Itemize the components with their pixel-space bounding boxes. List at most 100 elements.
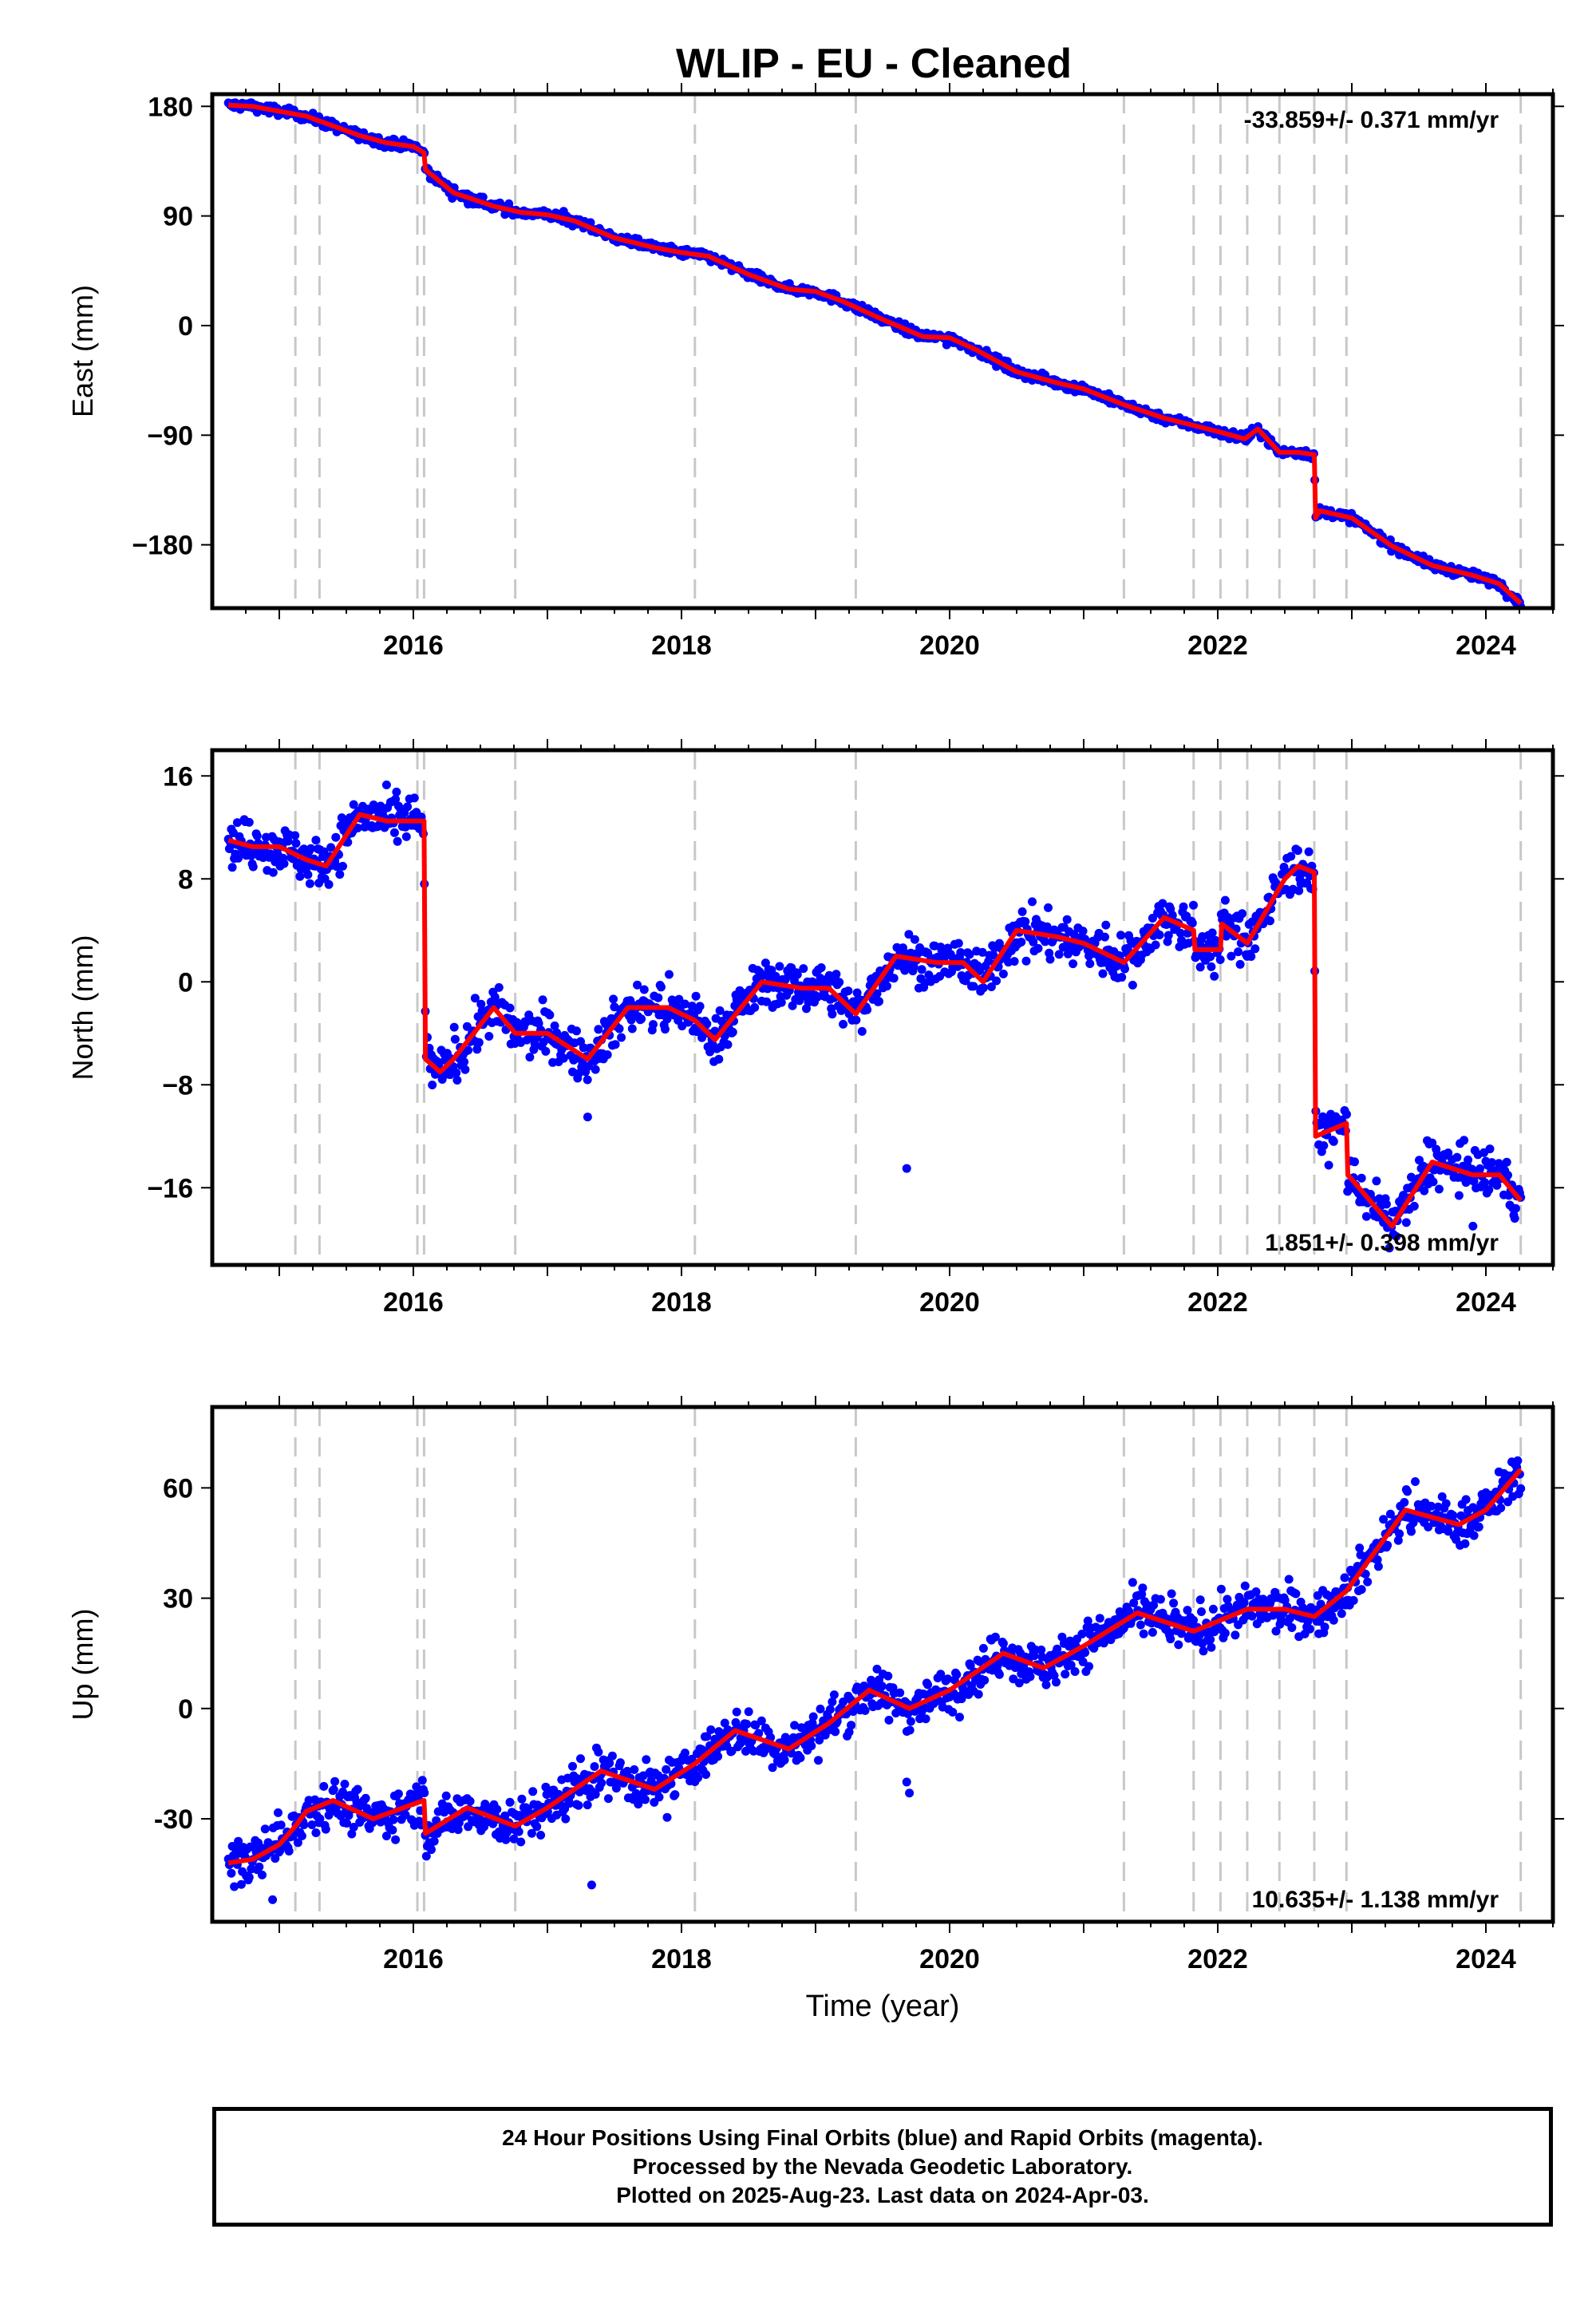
data-point <box>1167 911 1177 920</box>
data-point <box>839 1019 848 1029</box>
footer-line-3: Plotted on 2025-Aug-23. Last data on 202… <box>616 2183 1149 2207</box>
data-point <box>271 1854 280 1863</box>
y-tick-label-up: 0 <box>178 1694 193 1725</box>
data-point <box>1169 1599 1179 1608</box>
data-point <box>1511 1203 1520 1213</box>
data-point <box>936 1670 946 1679</box>
data-point <box>591 1789 600 1799</box>
data-point <box>966 1661 975 1670</box>
data-point <box>1427 1501 1436 1511</box>
data-point <box>875 997 883 1006</box>
x-tick-label-north: 2018 <box>651 1287 712 1318</box>
data-point <box>1017 907 1027 916</box>
data-point <box>568 1761 577 1771</box>
data-point <box>863 1005 872 1014</box>
data-point <box>965 950 974 959</box>
data-point <box>559 1053 568 1063</box>
data-point <box>654 1792 664 1802</box>
data-point <box>728 1027 737 1037</box>
data-point <box>453 1825 463 1835</box>
data-point <box>452 1076 462 1085</box>
data-point <box>347 1829 357 1839</box>
data-point <box>1271 1626 1281 1636</box>
data-point <box>742 1719 752 1729</box>
data-point <box>349 1823 358 1832</box>
model-line-east <box>228 102 1523 606</box>
data-point <box>1337 1609 1346 1618</box>
data-point <box>307 1820 317 1829</box>
panel-east: 2016 2018 2020 2022 2024 180 90 0 −90 −180 East (m… <box>66 83 1564 661</box>
data-point <box>525 1053 535 1062</box>
data-point <box>1329 1615 1338 1625</box>
data-point <box>1021 917 1030 927</box>
data-point <box>353 1784 362 1794</box>
data-point <box>611 1784 621 1793</box>
data-point <box>860 1705 870 1715</box>
data-point <box>1033 943 1043 953</box>
data-point <box>1080 1648 1090 1658</box>
data-point <box>295 871 305 881</box>
data-point <box>790 976 800 986</box>
data-point <box>1393 1535 1403 1545</box>
data-point <box>1372 1176 1381 1186</box>
x-tick-label-north: 2022 <box>1187 1287 1248 1318</box>
data-point <box>230 1882 239 1891</box>
data-point <box>1357 1585 1366 1595</box>
data-point <box>1227 951 1236 961</box>
data-point <box>311 836 321 845</box>
data-point <box>1052 1678 1061 1687</box>
data-point <box>538 995 547 1005</box>
data-point <box>872 1664 882 1674</box>
data-point <box>536 1831 546 1840</box>
data-point <box>839 1697 848 1706</box>
data-point <box>670 1790 680 1800</box>
data-point <box>1247 1611 1257 1621</box>
data-point <box>1444 1527 1453 1536</box>
data-point <box>427 1845 436 1855</box>
data-point <box>851 1015 861 1025</box>
data-point <box>883 982 891 991</box>
data-point <box>1207 928 1217 938</box>
data-point <box>1381 1199 1391 1209</box>
data-point <box>565 1799 575 1808</box>
data-point <box>609 994 618 1004</box>
data-point <box>1403 1487 1412 1496</box>
data-point <box>449 1022 459 1032</box>
data-point <box>1210 971 1219 981</box>
data-point <box>1287 1623 1297 1632</box>
data-point <box>835 978 844 987</box>
data-point <box>872 989 882 998</box>
data-point <box>662 1812 672 1822</box>
model-line-north <box>227 812 1523 1229</box>
data-point <box>584 1061 593 1071</box>
data-point <box>1054 950 1064 959</box>
y-tick-label-north: −8 <box>162 1070 193 1101</box>
data-point <box>1502 1157 1511 1167</box>
data-point <box>768 1763 777 1773</box>
x-tick-label-up: 2016 <box>383 1944 444 1974</box>
data-point <box>279 859 289 868</box>
data-point <box>657 982 666 992</box>
data-point <box>1320 1622 1329 1632</box>
y-tick-label-north: 16 <box>163 761 193 792</box>
data-point <box>1062 915 1072 924</box>
data-point <box>305 879 314 888</box>
data-point <box>808 1712 818 1721</box>
data-point <box>597 1778 606 1788</box>
data-point <box>1476 1164 1485 1173</box>
data-point <box>633 980 642 990</box>
data-point <box>1492 1180 1502 1190</box>
data-point <box>338 861 347 871</box>
data-point <box>701 1770 711 1779</box>
data-point <box>234 1836 243 1846</box>
data-point <box>561 1814 571 1824</box>
data-point <box>1469 1531 1479 1540</box>
data-point <box>1349 1595 1358 1605</box>
data-point <box>244 817 254 827</box>
data-point <box>464 1822 473 1832</box>
data-point <box>1149 1600 1159 1610</box>
data-point <box>986 982 996 991</box>
data-point <box>349 800 358 809</box>
data-point <box>1513 1456 1523 1465</box>
data-point <box>1444 1148 1453 1158</box>
